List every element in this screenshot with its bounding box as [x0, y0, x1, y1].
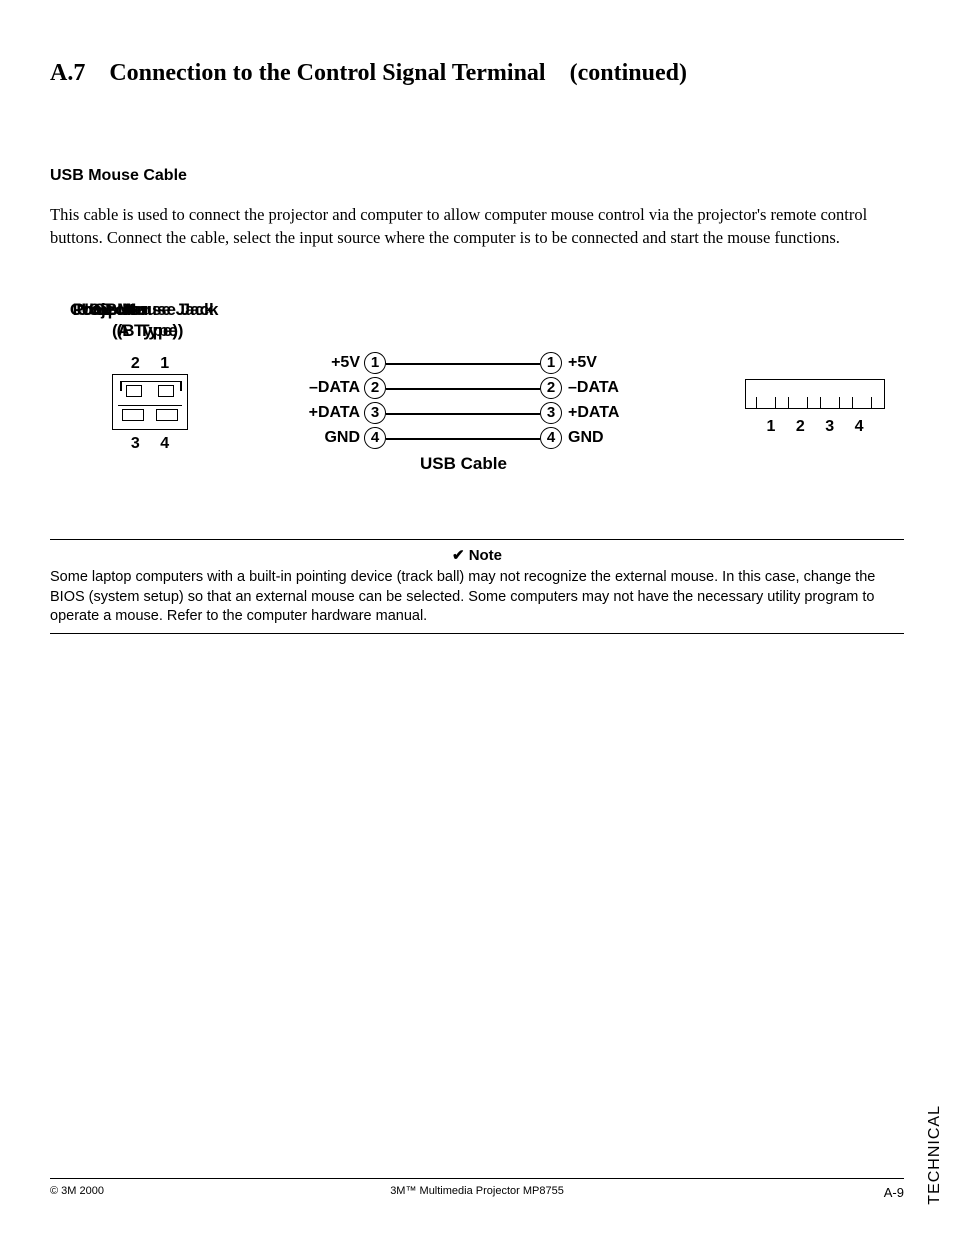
pin4-left-circle: 4: [364, 427, 386, 449]
btype-upper-left-icon: [120, 381, 122, 391]
btype-pin2-icon: [126, 385, 142, 397]
subsection-title: USB Mouse Cable: [50, 167, 904, 185]
pin3-left-circle: 3: [364, 402, 386, 424]
atype-pin1-icon: [756, 397, 776, 409]
pin1-left-circle: 1: [364, 352, 386, 374]
section-title: A.7 Connection to the Control Signal Ter…: [50, 60, 904, 87]
pin4-right-circle: 4: [540, 427, 562, 449]
side-tab: TECHNICAL: [926, 1105, 944, 1205]
btype-bottom-pins: 3 4: [120, 434, 180, 454]
atype-pin2-icon: [788, 397, 808, 409]
body-text: This cable is used to connect the projec…: [50, 203, 904, 249]
pin4-wire: [386, 438, 540, 440]
pin1-right-label: +5V: [568, 354, 648, 372]
atype-pin3-icon: [820, 397, 840, 409]
btype-pin1-icon: [158, 385, 174, 397]
pin2-left-circle: 2: [364, 377, 386, 399]
usb-cable-diagram: USB Mouse Jack (B Type) Projector Comput…: [50, 299, 904, 499]
atype-pin4-icon: [852, 397, 872, 409]
pin2-wire: [386, 388, 540, 390]
pin4-left-label: GND: [290, 429, 360, 447]
pin2-left-label: –DATA: [290, 379, 360, 397]
pin3-left-label: +DATA: [290, 404, 360, 422]
pin1-right-circle: 1: [540, 352, 562, 374]
pin2-right-circle: 2: [540, 377, 562, 399]
atype-header: USB Mouse Jack (A Type): [50, 299, 240, 342]
atype-pin-labels: 1 2 3 4: [750, 417, 880, 437]
footer-product: 3M™ Multimedia Projector MP8755: [50, 1185, 904, 1197]
pin1-wire: [386, 363, 540, 365]
note-title: ✔ Note: [50, 546, 904, 564]
pin3-right-circle: 3: [540, 402, 562, 424]
footer-page-number: A-9: [884, 1185, 904, 1200]
pin1-left-label: +5V: [290, 354, 360, 372]
btype-pin4-icon: [156, 409, 178, 421]
page: A.7 Connection to the Control Signal Ter…: [0, 0, 954, 1235]
pin3-right-label: +DATA: [568, 404, 648, 422]
btype-upper-right-icon: [180, 381, 182, 391]
btype-pin3-icon: [122, 409, 144, 421]
btype-top-pins: 2 1: [120, 354, 180, 374]
note-block: ✔ Note Some laptop computers with a buil…: [50, 539, 904, 634]
page-footer: © 3M 2000 3M™ Multimedia Projector MP875…: [50, 1178, 904, 1185]
pin4-right-label: GND: [568, 429, 648, 447]
cable-label: USB Cable: [420, 454, 507, 474]
note-text: Some laptop computers with a built-in po…: [50, 568, 904, 627]
pin2-right-label: –DATA: [568, 379, 648, 397]
pin3-wire: [386, 413, 540, 415]
